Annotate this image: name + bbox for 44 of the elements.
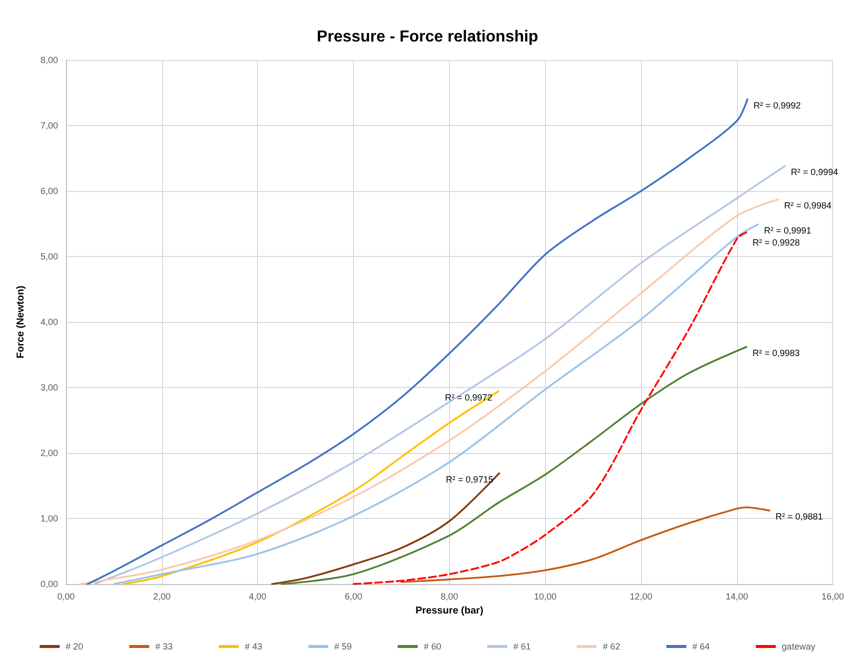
x-tick-label: 16,00 <box>821 592 844 602</box>
y-tick-label: 3,00 <box>40 382 58 392</box>
y-axis-title: Force (Newton) <box>16 286 26 358</box>
y-tick-label: 0,00 <box>40 579 58 589</box>
legend-label: # 60 <box>424 642 442 652</box>
line-series <box>280 346 748 585</box>
annotation: R² = 0,9984 <box>784 200 832 211</box>
y-tick-label: 8,00 <box>40 55 58 65</box>
y-tick-label: 5,00 <box>40 252 58 262</box>
x-tick-label: 0,00 <box>57 592 75 602</box>
y-tick-label: 7,00 <box>40 120 58 130</box>
legend-label: # 20 <box>66 642 84 652</box>
line-series <box>122 390 500 585</box>
y-tick-label: 2,00 <box>40 448 58 458</box>
legend-label: # 43 <box>244 642 262 652</box>
x-tick-label: 10,00 <box>534 592 556 602</box>
chart-title: Pressure - Force relationship <box>316 28 538 46</box>
legend-label: # 33 <box>155 642 173 652</box>
legend-label: # 62 <box>602 642 620 652</box>
x-tick-label: 8,00 <box>440 592 458 602</box>
x-axis-title: Pressure (bar) <box>415 606 484 616</box>
x-tick-label: 14,00 <box>726 592 748 602</box>
y-tick-label: 1,00 <box>40 514 58 524</box>
legend-label: # 59 <box>334 642 352 652</box>
x-tick-label: 4,00 <box>248 592 266 602</box>
annotation: R² = 0,9992 <box>753 100 801 110</box>
legend-label: # 61 <box>513 642 531 652</box>
annotation: R² = 0,9991 <box>764 225 812 236</box>
annotation: R² = 0,9983 <box>752 348 800 358</box>
line-series <box>352 231 748 585</box>
y-tick-label: 6,00 <box>40 186 58 196</box>
annotation: R² = 0,9881 <box>775 512 823 522</box>
x-tick-label: 6,00 <box>344 592 362 602</box>
legend-label: # 64 <box>692 642 710 652</box>
line-series <box>86 98 748 585</box>
line-series <box>400 506 770 583</box>
y-tick-label: 4,00 <box>40 317 58 327</box>
x-tick-label: 12,00 <box>630 592 652 602</box>
line-series <box>271 472 500 585</box>
annotation: R² = 0,9994 <box>790 167 838 178</box>
x-tick-label: 2,00 <box>153 592 171 602</box>
annotation: R² = 0,9715 <box>446 474 494 484</box>
annotation: R² = 0,9928 <box>752 237 800 248</box>
legend-label: gateway <box>782 642 816 652</box>
